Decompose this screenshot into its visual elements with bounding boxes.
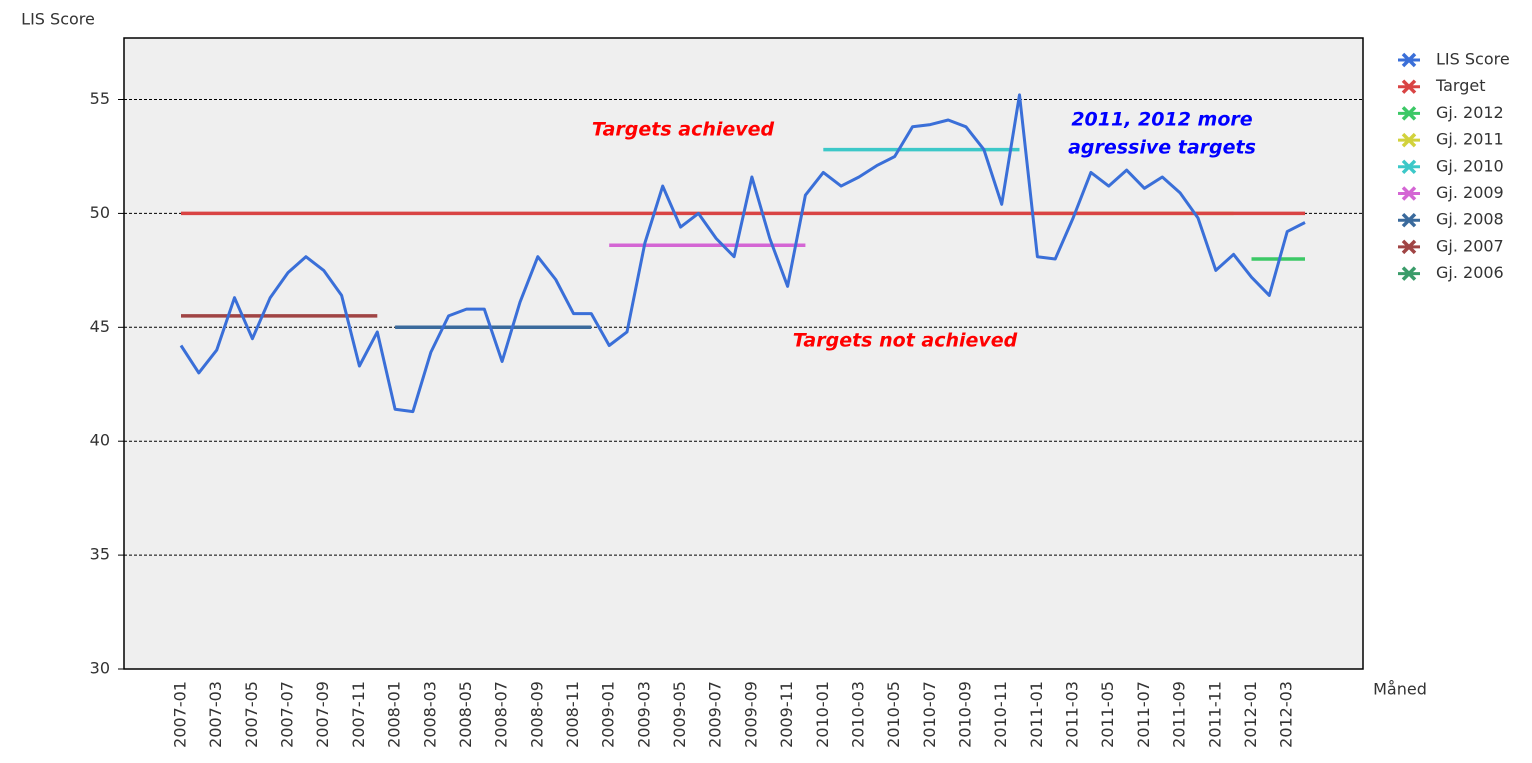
legend-label: Gj. 2010 [1436, 156, 1504, 175]
x-tick-label: 2008-01 [385, 681, 404, 748]
x-tick-label: 2007-05 [242, 681, 261, 748]
legend-label: Gj. 2007 [1436, 236, 1504, 255]
x-tick-label: 2011-05 [1098, 681, 1117, 748]
legend-label: Gj. 2012 [1436, 103, 1504, 122]
x-tick-label: 2009-07 [706, 681, 725, 748]
plot-area [123, 37, 1364, 670]
legend-marker [1401, 159, 1417, 175]
series-line [179, 93, 1306, 414]
x-tick-label: 2009-03 [634, 681, 653, 748]
x-tick-label: 2012-03 [1277, 681, 1296, 748]
x-tick-label: 2009-05 [670, 681, 689, 748]
annotation: Targets not achieved [793, 330, 1018, 352]
legend-label: LIS Score [1436, 50, 1510, 69]
y-tick-label: 30 [90, 659, 110, 678]
y-tick-label: 35 [90, 545, 110, 564]
annotation: agressive targets [1068, 137, 1256, 159]
x-tick-label: 2007-01 [171, 681, 190, 748]
legend-marker [1401, 212, 1417, 228]
x-tick-label: 2012-01 [1241, 681, 1260, 748]
x-tick-label: 2011-09 [1170, 681, 1189, 748]
legend-marker [1401, 266, 1417, 281]
x-tick-label: 2010-03 [848, 681, 867, 748]
x-tick-label: 2008-09 [527, 681, 546, 748]
x-tick-label: 2009-01 [599, 681, 618, 748]
x-tick-label: 2009-09 [741, 681, 760, 748]
x-tick-label: 2007-11 [349, 681, 368, 748]
x-tick-label: 2010-11 [991, 681, 1010, 748]
x-tick-label: 2007-07 [278, 681, 297, 748]
legend-marker [1401, 106, 1417, 121]
legend-label: Gj. 2008 [1436, 210, 1504, 229]
x-tick-label: 2010-01 [813, 681, 832, 748]
y-tick-label: 45 [90, 317, 110, 336]
annotation: Targets achieved [592, 119, 775, 141]
x-tick-label: 2011-11 [1205, 681, 1224, 748]
legend-marker [1401, 132, 1417, 148]
x-tick-label: 2011-01 [1027, 681, 1046, 748]
x-tick-label: 2007-09 [313, 681, 332, 748]
x-tick-label: 2008-07 [492, 681, 511, 748]
legend-marker [1401, 186, 1417, 201]
y-tick-label: 50 [90, 203, 110, 222]
x-tick-label: 2008-05 [456, 681, 475, 748]
legend-label: Gj. 2011 [1436, 130, 1504, 149]
y-axis-label: LIS Score [21, 10, 95, 29]
x-tick-label: 2008-03 [420, 681, 439, 748]
legend-marker [1401, 52, 1417, 68]
y-tick-label: 40 [90, 431, 110, 450]
x-tick-label: 2010-09 [956, 681, 975, 748]
legend-marker [1401, 239, 1417, 255]
x-tick-label: 2011-07 [1134, 681, 1153, 748]
x-tick-label: 2007-03 [206, 681, 225, 748]
x-tick-label: 2010-07 [920, 681, 939, 748]
legend-marker [1401, 79, 1417, 94]
x-tick-label: 2008-11 [563, 681, 582, 748]
x-tick-label: 2011-03 [1063, 681, 1082, 748]
x-tick-label: 2010-05 [884, 681, 903, 748]
legend-label: Gj. 2009 [1436, 183, 1504, 202]
legend-label: Gj. 2006 [1436, 263, 1504, 282]
x-tick-label: 2009-11 [777, 681, 796, 748]
legend-label: Target [1435, 76, 1486, 95]
x-axis-label: Måned [1373, 680, 1427, 699]
annotation: 2011, 2012 more [1071, 109, 1252, 131]
y-tick-label: 55 [90, 89, 110, 108]
